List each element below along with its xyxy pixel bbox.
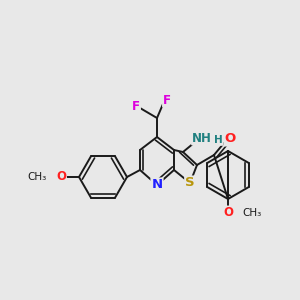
Text: O: O <box>56 170 66 184</box>
Text: NH: NH <box>192 131 212 145</box>
Text: O: O <box>223 206 233 220</box>
Text: O: O <box>224 133 236 146</box>
Text: H: H <box>214 135 222 145</box>
Text: F: F <box>132 100 140 112</box>
Text: N: N <box>152 178 163 191</box>
Text: S: S <box>185 176 195 190</box>
Text: CH₃: CH₃ <box>28 172 47 182</box>
Text: CH₃: CH₃ <box>242 208 261 218</box>
Text: F: F <box>163 94 171 106</box>
